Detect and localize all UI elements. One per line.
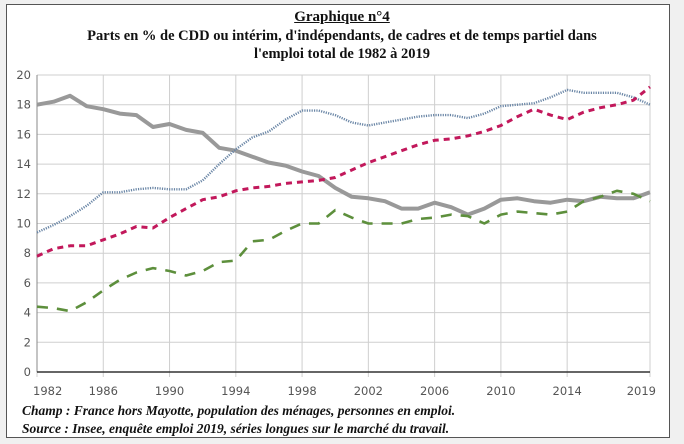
x-tick-label: 1994 <box>221 384 250 398</box>
x-tick-label: 1990 <box>155 384 184 398</box>
source-note: Source : Insee, enquête emploi 2019, sér… <box>22 421 450 436</box>
y-tick-label: 8 <box>24 246 31 260</box>
x-tick-label: 1982 <box>33 384 62 398</box>
y-axis-ticks: 0 2 4 6 8 10 12 14 16 18 20 <box>16 68 31 379</box>
series-lines <box>36 85 651 313</box>
y-tick-label: 20 <box>16 68 31 82</box>
y-tick-label: 10 <box>16 217 31 231</box>
chart-frame <box>6 4 670 438</box>
y-tick-label: 12 <box>16 187 31 201</box>
y-tick-label: 4 <box>24 306 31 320</box>
series-line-gray-solid <box>36 93 651 217</box>
chart-subtitle-line1: Parts en % de CDD ou intérim, d'indépend… <box>87 28 597 44</box>
x-axis-ticks: 1982 1986 1990 1994 1998 2002 2006 2010 2014 2019 <box>33 384 656 398</box>
series-line-blue-dotted <box>36 88 651 234</box>
x-tick-label: 2014 <box>553 384 582 398</box>
y-tick-label: 14 <box>16 157 31 171</box>
grid <box>36 74 651 377</box>
series-line-red-dashed <box>36 85 651 258</box>
x-tick-label: 1998 <box>287 384 316 398</box>
x-tick-label: 2002 <box>354 384 383 398</box>
y-tick-label: 18 <box>16 98 31 112</box>
champ-note: Champ : France hors Mayotte, population … <box>22 403 456 418</box>
y-tick-label: 16 <box>16 127 31 141</box>
y-tick-label: 6 <box>24 276 31 290</box>
x-tick-label: 2019 <box>627 384 656 398</box>
chart-title: Graphique n°4 <box>294 9 390 25</box>
chart-subtitle: Parts en % de CDD ou intérim, d'indépend… <box>0 27 684 63</box>
x-tick-label: 1986 <box>89 384 118 398</box>
x-tick-label: 2006 <box>420 384 449 398</box>
y-tick-label: 2 <box>24 335 31 349</box>
series-line-green-longdash <box>36 189 651 313</box>
chart-subtitle-line2: l'emploi total de 1982 à 2019 <box>253 46 430 62</box>
x-tick-label: 2010 <box>486 384 515 398</box>
y-tick-label: 0 <box>24 365 31 379</box>
